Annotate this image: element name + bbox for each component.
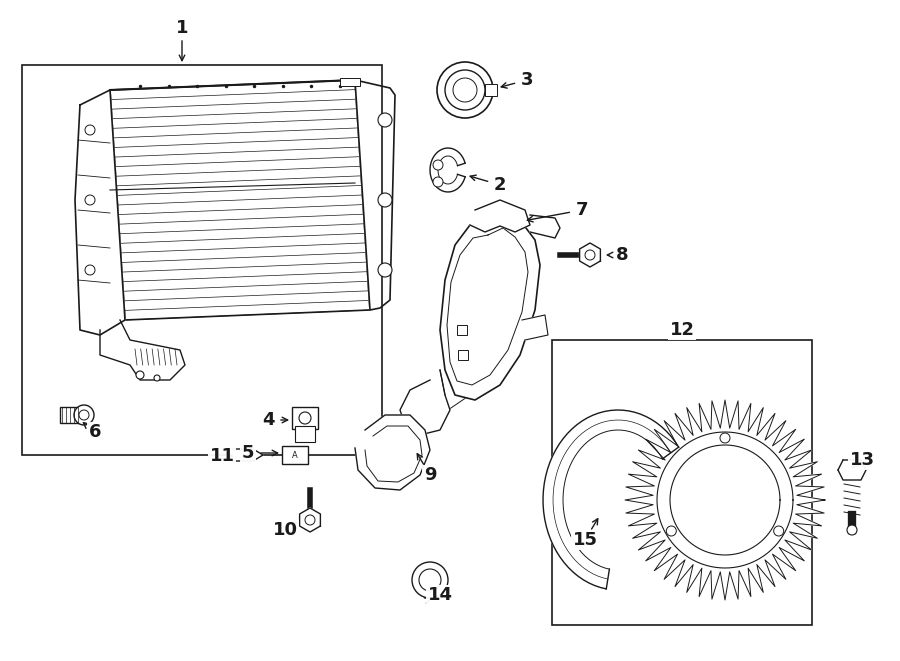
Polygon shape bbox=[430, 148, 465, 192]
Text: 15: 15 bbox=[572, 531, 598, 549]
Text: 11: 11 bbox=[210, 447, 235, 465]
Circle shape bbox=[419, 569, 441, 591]
Circle shape bbox=[445, 70, 485, 110]
Circle shape bbox=[585, 250, 595, 260]
Text: 12: 12 bbox=[670, 321, 695, 339]
Polygon shape bbox=[355, 80, 395, 310]
Circle shape bbox=[85, 125, 95, 135]
Polygon shape bbox=[400, 370, 450, 435]
Circle shape bbox=[74, 405, 94, 425]
Text: 9: 9 bbox=[424, 466, 436, 484]
Circle shape bbox=[412, 562, 448, 598]
Polygon shape bbox=[580, 243, 600, 267]
Circle shape bbox=[299, 412, 311, 424]
Polygon shape bbox=[75, 90, 125, 335]
Bar bbox=[282, 446, 308, 464]
Polygon shape bbox=[447, 228, 528, 385]
Text: 4: 4 bbox=[262, 411, 274, 429]
Circle shape bbox=[378, 193, 392, 207]
Polygon shape bbox=[530, 215, 560, 238]
Bar bbox=[22, 65, 382, 455]
Circle shape bbox=[136, 371, 144, 379]
Bar bbox=[457, 325, 467, 335]
Text: A: A bbox=[292, 451, 298, 459]
Circle shape bbox=[85, 265, 95, 275]
Polygon shape bbox=[625, 400, 825, 600]
Bar bbox=[458, 350, 468, 360]
Bar bbox=[60, 407, 82, 423]
Polygon shape bbox=[100, 320, 185, 380]
Text: 10: 10 bbox=[273, 521, 298, 539]
Polygon shape bbox=[838, 460, 866, 480]
Text: 7: 7 bbox=[576, 201, 589, 219]
Bar bbox=[485, 84, 497, 96]
Circle shape bbox=[433, 177, 443, 187]
Circle shape bbox=[437, 62, 493, 118]
Circle shape bbox=[378, 263, 392, 277]
Circle shape bbox=[433, 160, 443, 170]
Polygon shape bbox=[300, 508, 320, 532]
Polygon shape bbox=[355, 415, 430, 490]
Circle shape bbox=[453, 78, 477, 102]
Text: 3: 3 bbox=[521, 71, 533, 89]
Text: 2: 2 bbox=[494, 176, 506, 194]
Polygon shape bbox=[365, 426, 422, 482]
Polygon shape bbox=[440, 210, 540, 400]
Bar bbox=[340, 78, 360, 86]
Polygon shape bbox=[110, 80, 370, 320]
Circle shape bbox=[378, 113, 392, 127]
Text: 13: 13 bbox=[850, 451, 875, 469]
Bar bbox=[552, 340, 812, 625]
Text: 5: 5 bbox=[242, 444, 254, 462]
Circle shape bbox=[79, 410, 89, 420]
Circle shape bbox=[305, 515, 315, 525]
Circle shape bbox=[847, 525, 857, 535]
Polygon shape bbox=[543, 410, 679, 589]
Text: 8: 8 bbox=[616, 246, 628, 264]
Polygon shape bbox=[522, 315, 548, 340]
Text: 1: 1 bbox=[176, 19, 188, 37]
Polygon shape bbox=[470, 200, 530, 232]
Circle shape bbox=[154, 375, 160, 381]
Circle shape bbox=[666, 526, 676, 536]
Circle shape bbox=[720, 433, 730, 443]
Circle shape bbox=[774, 526, 784, 536]
Text: 14: 14 bbox=[428, 586, 453, 604]
Circle shape bbox=[85, 195, 95, 205]
Bar bbox=[295, 426, 315, 442]
Text: 6: 6 bbox=[89, 423, 101, 441]
Bar bbox=[292, 407, 318, 429]
Polygon shape bbox=[233, 449, 263, 461]
